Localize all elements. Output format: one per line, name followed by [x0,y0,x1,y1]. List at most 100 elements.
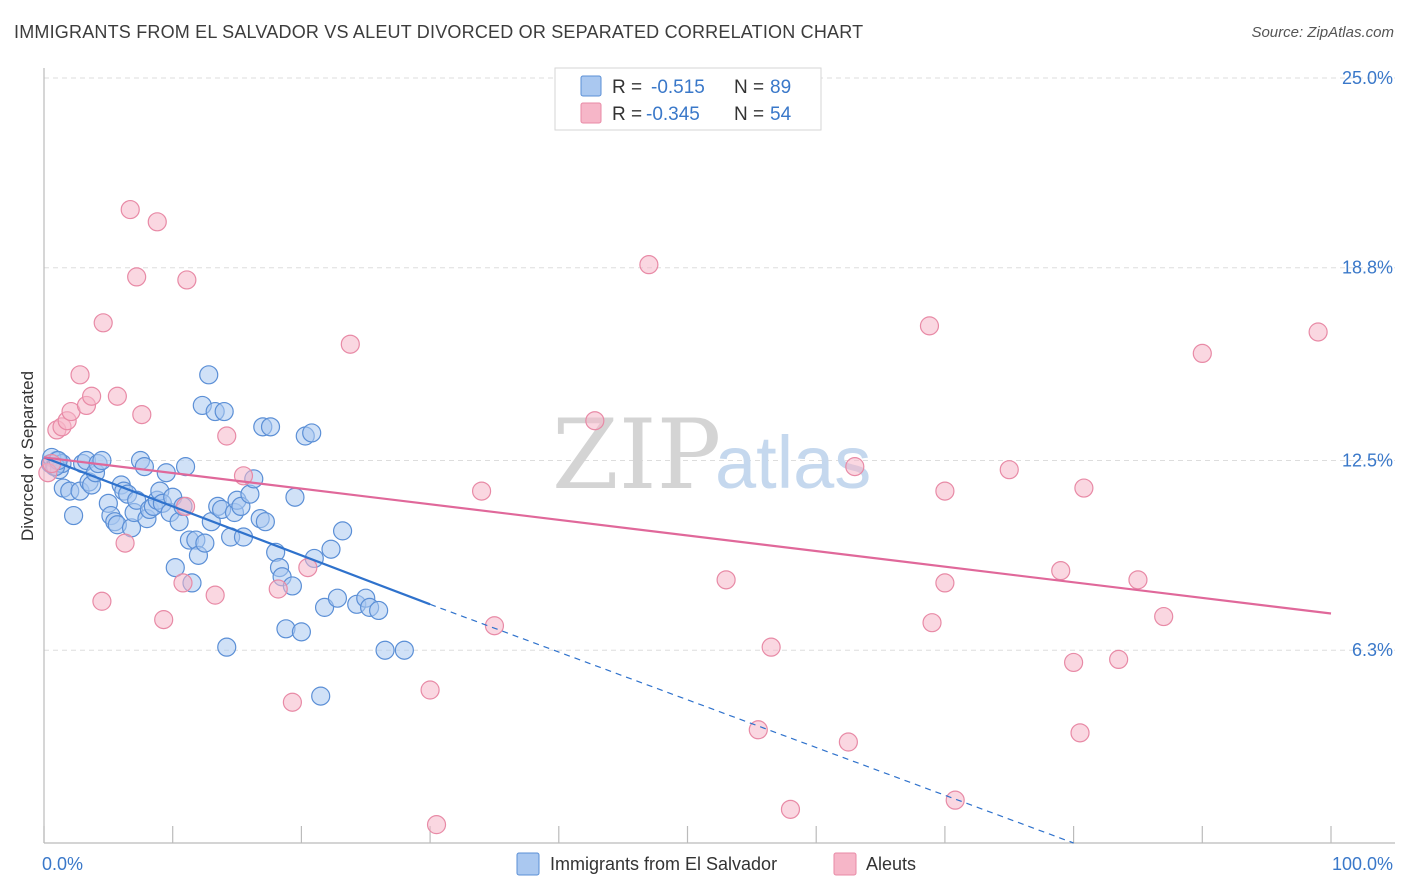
data-point-aleut [1074,478,1094,498]
tick-labels: 6.3% 12.5% 18.8% 25.0% 0.0% 100.0% [42,68,1393,874]
stats-n-label: N = [734,77,764,98]
data-point-el-salvador [291,622,311,642]
source-credit: Source: ZipAtlas.com [1251,24,1394,41]
watermark: ZIP atlas [552,399,871,511]
data-point-el-salvador [311,686,331,706]
chart-title: IMMIGRANTS FROM EL SALVADOR VS ALEUT DIV… [14,22,864,42]
trend-line-el-salvador [43,456,431,606]
data-point-el-salvador [332,521,353,541]
data-point-el-salvador [276,619,296,639]
watermark-atlas: atlas [715,421,871,504]
y-axis-title: Divorced or Separated [18,371,37,541]
data-point-aleut [127,267,147,287]
data-point-aleut [838,732,858,752]
data-point-el-salvador [195,533,215,553]
data-point-aleut [82,386,102,406]
data-point-aleut [471,481,492,501]
data-point-el-salvador [321,539,341,559]
data-point-aleut [1128,570,1148,590]
data-point-aleut [1154,606,1174,627]
y-tick-label: 12.5% [1342,451,1393,471]
trend-line-el-salvador-extension [429,603,1074,844]
stats-swatch-pink [580,102,602,124]
data-point-el-salvador [255,512,275,532]
data-point-aleut [282,692,302,712]
data-point-aleut [426,815,447,835]
data-point-el-salvador [375,640,395,660]
data-point-el-salvador [214,401,234,422]
data-point-el-salvador [302,423,322,443]
data-point-aleut [845,457,865,477]
stats-r-label: R = [612,77,642,98]
data-point-aleut [217,426,237,446]
data-point-aleut [107,386,127,406]
legend-label-el-salvador: Immigrants from El Salvador [550,854,777,874]
trend-lines [43,456,1332,844]
x-tick-label: 0.0% [42,854,83,874]
data-point-aleut [420,680,440,700]
data-point-el-salvador [199,365,219,385]
data-point-aleut [1070,723,1090,743]
data-point-aleut [1063,652,1084,673]
data-point-aleut [132,405,152,425]
data-point-aleut [585,411,605,431]
stats-legend: R = -0.515 N = 89 R = -0.345 N = 54 [554,67,822,131]
data-point-el-salvador [260,417,281,437]
data-point-el-salvador [64,505,84,526]
y-tick-label: 18.8% [1342,258,1393,278]
data-point-el-salvador [134,457,154,477]
legend-swatch-pink [833,852,857,876]
data-points [38,199,1328,835]
stats-r-value: -0.515 [651,77,705,98]
data-point-aleut [340,334,360,354]
data-point-aleut [780,799,801,819]
data-point-el-salvador [217,637,237,657]
legend-label-aleuts: Aleuts [866,854,916,874]
data-point-aleut [919,316,940,336]
stats-swatch-blue [580,75,602,97]
stats-n-value: 54 [770,104,792,125]
data-point-aleut [716,570,736,590]
data-point-aleut [147,212,167,232]
data-point-aleut [1308,322,1328,342]
data-point-aleut [935,573,955,593]
data-point-aleut [92,591,112,611]
stats-r-value: -0.345 [646,104,700,125]
data-point-aleut [999,460,1019,480]
data-point-el-salvador [165,557,185,578]
data-point-aleut [639,255,659,275]
trend-line-aleuts [43,456,1332,615]
data-point-aleut [484,616,505,636]
data-point-aleut [935,481,955,501]
legend-swatch-blue [516,852,540,876]
data-point-el-salvador [394,640,414,660]
data-point-el-salvador [369,600,389,621]
data-point-aleut [93,313,113,333]
bottom-legend: Immigrants from El Salvador Aleuts [516,852,916,876]
data-point-aleut [120,199,140,220]
data-point-el-salvador [92,450,112,471]
data-point-aleut [177,270,197,290]
stats-r-label: R = [612,104,642,125]
data-point-el-salvador [327,588,348,608]
data-point-aleut [748,720,768,740]
data-point-aleut [175,496,196,516]
data-point-aleut [268,579,288,599]
data-point-aleut [70,365,90,385]
data-point-aleut [173,573,193,593]
data-point-aleut [154,610,174,630]
data-point-aleut [1109,649,1129,670]
data-point-aleut [761,637,781,657]
stats-n-label: N = [734,104,764,125]
x-tick-label: 100.0% [1332,854,1393,874]
grid-lines [44,77,1395,651]
data-point-aleut [1051,561,1071,581]
watermark-zip: ZIP [552,399,721,511]
data-point-aleut [945,790,965,810]
y-tick-label: 6.3% [1352,640,1393,660]
data-point-aleut [115,533,135,553]
stats-n-value: 89 [770,77,791,98]
data-point-aleut [1192,343,1212,363]
data-point-el-salvador [285,487,305,507]
